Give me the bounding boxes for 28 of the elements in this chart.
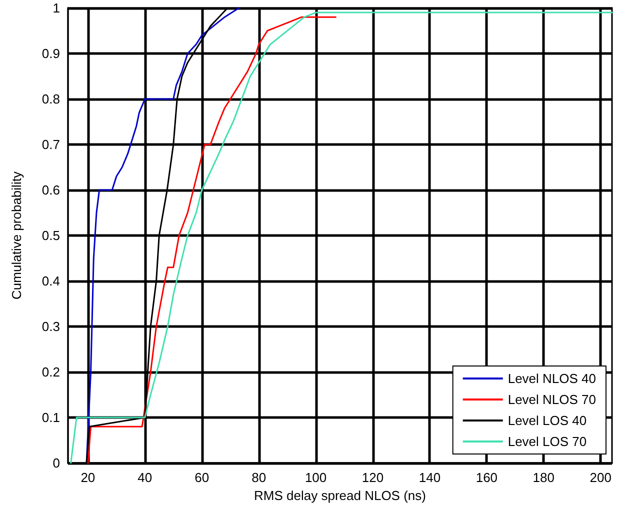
legend-label: Level LOS 40: [508, 413, 587, 428]
x-tick-label: 200: [590, 470, 612, 485]
legend-label: Level NLOS 70: [508, 392, 596, 407]
x-tick-label: 40: [138, 470, 152, 485]
legend-label: Level NLOS 40: [508, 371, 596, 386]
y-tick-label: 1: [52, 0, 60, 16]
y-tick-label: 0.9: [42, 46, 60, 61]
x-tick-label: 60: [194, 470, 210, 485]
x-tick-label: 120: [362, 470, 384, 485]
y-tick-label: 0.5: [42, 228, 60, 243]
y-tick-label: 0.2: [42, 364, 60, 380]
x-axis-title: RMS delay spread NLOS (ns): [254, 488, 426, 503]
line-series: [87, 16, 336, 464]
y-tick-label: 0.1: [42, 410, 60, 425]
y-tick-label: 0.6: [42, 182, 60, 198]
y-tick-label: 0.8: [42, 92, 60, 106]
y-tick-label: 0.3: [42, 319, 60, 334]
y-tick-label: 0.7: [42, 137, 60, 152]
legend-label: Level LOS 70: [508, 434, 587, 449]
y-tick-label: 0: [52, 456, 60, 470]
y-axis-title: Cumulative probability: [9, 171, 24, 300]
x-tick-label: 140: [418, 470, 441, 485]
x-tick-label: 160: [476, 470, 498, 485]
x-tick-label: 20: [80, 470, 96, 485]
x-tick-label: 80: [252, 470, 266, 485]
x-tick-label: 180: [532, 470, 554, 485]
x-tick-label: 100: [304, 470, 327, 485]
y-tick-label: 0.4: [42, 274, 60, 288]
